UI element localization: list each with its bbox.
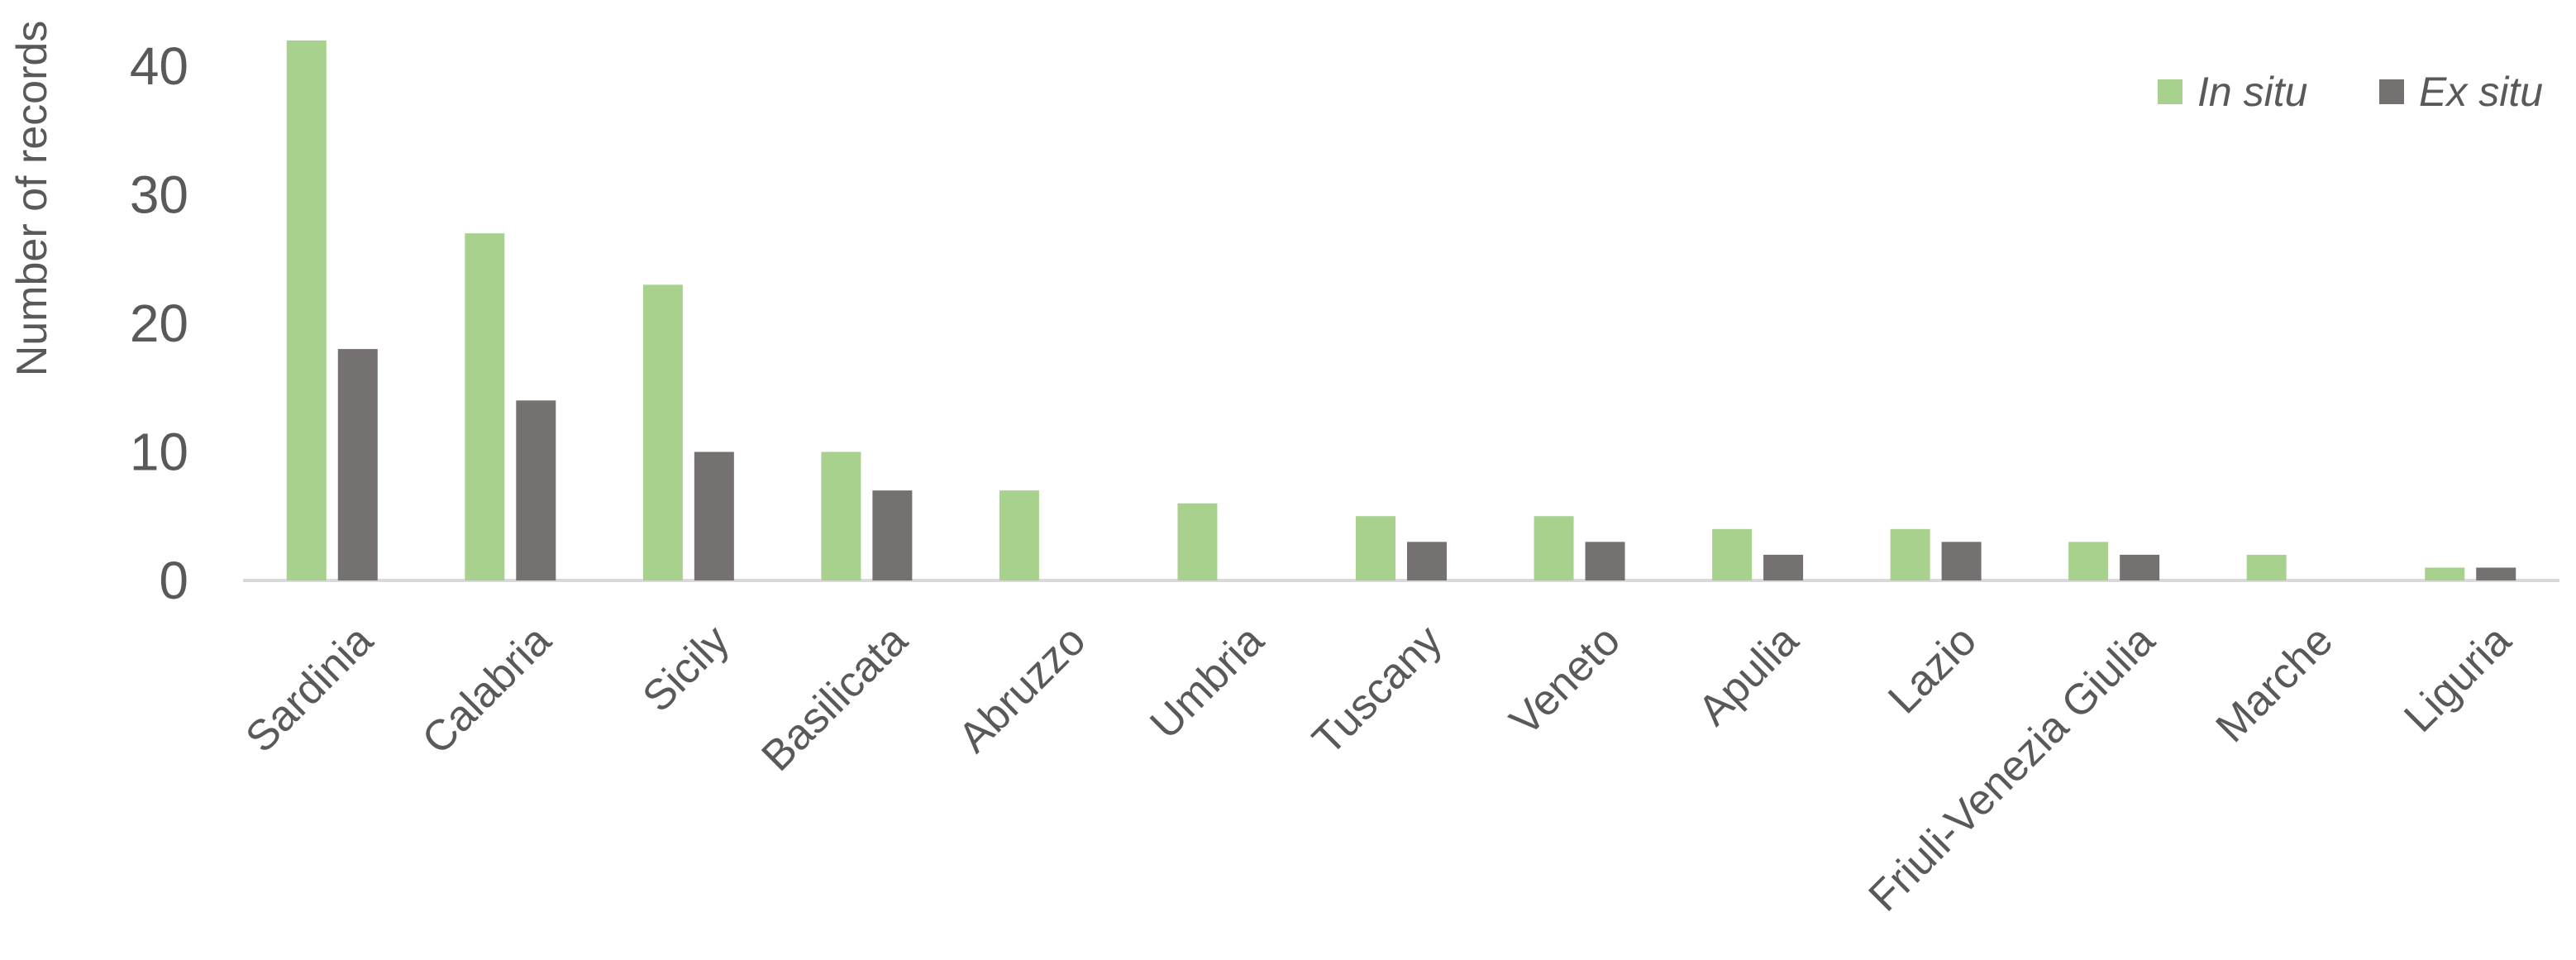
bar-in-situ [286, 40, 327, 580]
bars [286, 40, 2516, 580]
bar-in-situ [1534, 516, 1574, 580]
bar-ex-situ [1585, 542, 1625, 580]
bar-in-situ [465, 233, 505, 580]
category-labels: Sardinia Calabria Sicily Basilicata Abruzzo U… [236, 616, 2520, 920]
category-label: Marche [2207, 616, 2343, 752]
bar-ex-situ [872, 490, 913, 580]
bar-in-situ [821, 451, 861, 580]
category-label: Basilicata [753, 616, 917, 780]
y-tick-label: 20 [130, 294, 188, 353]
bar-ex-situ [1941, 542, 1982, 580]
y-tick-label: 10 [130, 423, 188, 482]
y-axis-title: Number of records [8, 21, 56, 377]
category-label: Tuscany [1304, 616, 1452, 764]
bar-in-situ [1890, 528, 1930, 580]
bar-in-situ [642, 284, 683, 580]
legend-swatch [2158, 79, 2182, 104]
category-label: Calabria [413, 616, 561, 763]
bar-ex-situ [694, 451, 734, 580]
y-tick-labels: 0 10 20 30 40 [130, 36, 188, 610]
bar-in-situ [2425, 567, 2465, 580]
bar-ex-situ [2476, 567, 2516, 580]
y-tick-label: 0 [159, 551, 188, 610]
legend: In situ Ex situ [2158, 69, 2543, 115]
bar-ex-situ [516, 400, 556, 580]
bar-in-situ [2246, 554, 2287, 580]
category-label: Umbria [1141, 616, 1273, 748]
bar-ex-situ [1763, 554, 1804, 580]
legend-swatch [2379, 79, 2404, 104]
bar-in-situ [2068, 542, 2109, 580]
legend-label: Ex situ [2419, 69, 2543, 115]
category-label: Liguria [2395, 616, 2520, 741]
bar-in-situ [1356, 516, 1395, 580]
bar-ex-situ [337, 349, 378, 580]
category-label: Sardinia [236, 616, 382, 762]
category-label: Lazio [1879, 616, 1986, 723]
legend-label: In situ [2197, 69, 2307, 115]
y-tick-label: 30 [130, 165, 188, 225]
bar-ex-situ [2120, 554, 2160, 580]
category-label: Veneto [1501, 616, 1630, 745]
bar-in-situ [1712, 528, 1753, 580]
bar-in-situ [999, 490, 1039, 580]
category-label: Apulia [1689, 616, 1807, 734]
y-tick-label: 40 [130, 36, 188, 96]
bar-ex-situ [1407, 542, 1447, 580]
category-label: Sicily [634, 616, 739, 721]
bar-in-situ [1177, 503, 1218, 580]
category-label: Abruzzo [950, 616, 1095, 762]
